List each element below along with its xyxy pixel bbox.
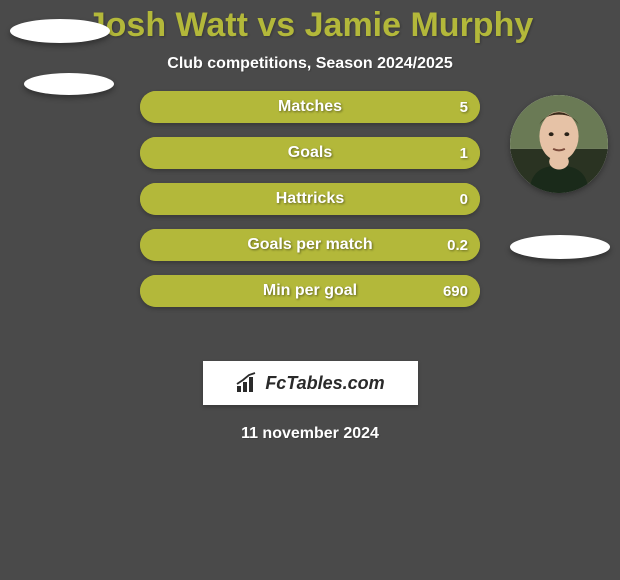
stat-row: Matches5: [140, 91, 480, 123]
avatar-shadow: [10, 19, 110, 43]
stat-label: Goals: [140, 137, 480, 169]
comparison-content: Matches5Goals1Hattricks0Goals per match0…: [0, 103, 620, 353]
stat-value-right: 0.2: [447, 229, 468, 261]
logo-box: FcTables.com: [203, 361, 418, 405]
stat-value-right: 1: [460, 137, 468, 169]
stat-row: Goals per match0.2: [140, 229, 480, 261]
stat-label: Matches: [140, 91, 480, 123]
stat-label: Min per goal: [140, 275, 480, 307]
stat-bars: Matches5Goals1Hattricks0Goals per match0…: [140, 91, 480, 321]
comparison-card: Josh Watt vs Jamie Murphy Club competiti…: [0, 0, 620, 580]
stat-label: Goals per match: [140, 229, 480, 261]
stat-row: Hattricks0: [140, 183, 480, 215]
date-line: 11 november 2024: [0, 425, 620, 443]
avatar-shadow: [24, 73, 114, 95]
stat-value-right: 5: [460, 91, 468, 123]
player-left: [10, 95, 110, 235]
player-right: [510, 95, 610, 265]
stat-row: Min per goal690: [140, 275, 480, 307]
avatar-photo-icon: [510, 95, 608, 193]
avatar-shadow: [510, 235, 610, 259]
stat-label: Hattricks: [140, 183, 480, 215]
bar-chart-icon: [235, 372, 259, 394]
stat-row: Goals1: [140, 137, 480, 169]
comparison-subtitle: Club competitions, Season 2024/2025: [0, 55, 620, 73]
logo-text: FcTables.com: [265, 373, 384, 394]
avatar: [510, 95, 608, 193]
stat-value-right: 690: [443, 275, 468, 307]
stat-value-right: 0: [460, 183, 468, 215]
